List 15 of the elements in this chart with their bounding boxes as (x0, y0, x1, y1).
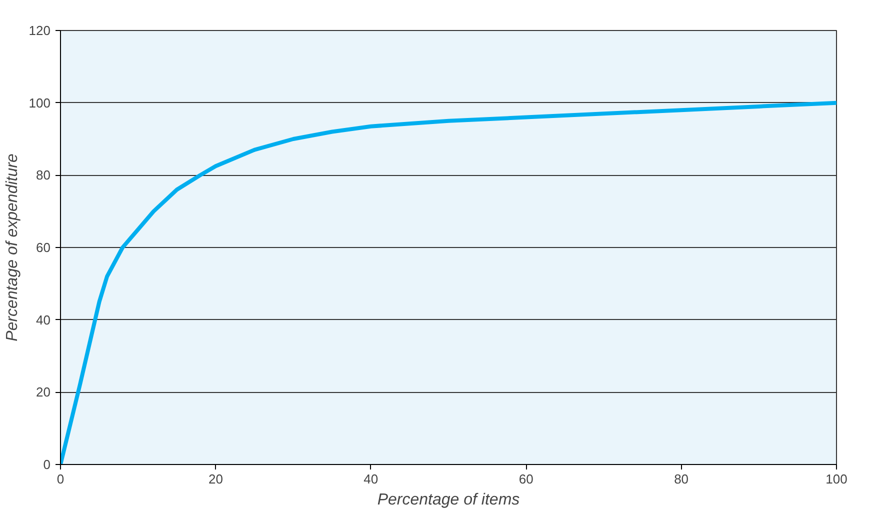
x-axis-title: Percentage of items (377, 492, 520, 508)
y-tick-label: 40 (36, 312, 51, 328)
x-tick-label: 20 (208, 472, 223, 486)
y-tick-label: 0 (43, 457, 51, 472)
y-tick-label: 20 (36, 384, 51, 400)
y-axis-title: Percentage of expenditure (4, 154, 21, 342)
x-tick-label: 40 (364, 472, 378, 486)
x-tick-label: 100 (826, 472, 848, 486)
x-tick-label: 80 (674, 472, 689, 486)
x-tick-label: 0 (56, 472, 64, 486)
y-tick-label: 100 (28, 95, 51, 110)
y-tick-label: 60 (36, 240, 51, 255)
y-tick-label: 80 (36, 168, 51, 183)
x-tick-label: 60 (518, 472, 534, 486)
y-tick-label: 120 (28, 23, 51, 38)
